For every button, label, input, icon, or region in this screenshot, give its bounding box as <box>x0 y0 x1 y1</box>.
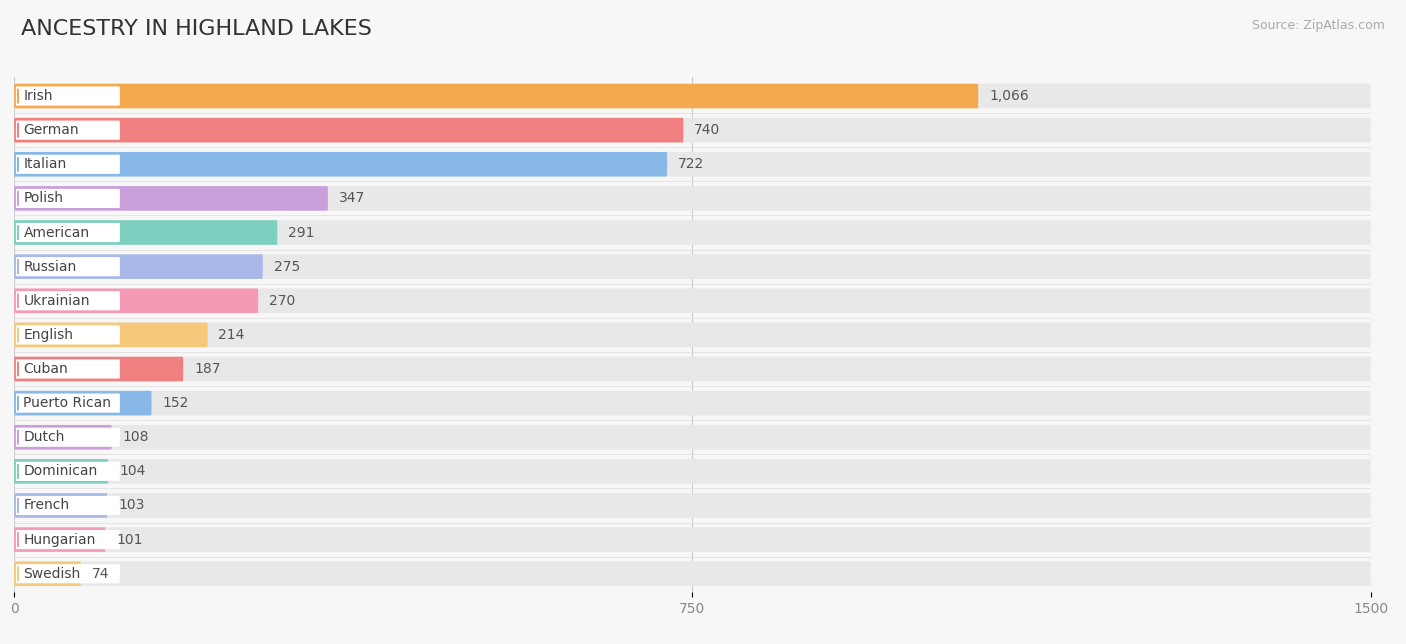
Text: 108: 108 <box>122 430 149 444</box>
Text: 187: 187 <box>194 362 221 376</box>
Text: Italian: Italian <box>24 157 66 171</box>
FancyBboxPatch shape <box>14 493 107 518</box>
Text: 291: 291 <box>288 225 315 240</box>
FancyBboxPatch shape <box>14 186 1371 211</box>
Text: Irish: Irish <box>24 89 53 103</box>
FancyBboxPatch shape <box>14 254 1371 279</box>
FancyBboxPatch shape <box>15 86 120 106</box>
FancyBboxPatch shape <box>14 391 1371 415</box>
FancyBboxPatch shape <box>15 428 120 447</box>
FancyBboxPatch shape <box>14 186 328 211</box>
Text: English: English <box>24 328 73 342</box>
Text: Polish: Polish <box>24 191 63 205</box>
FancyBboxPatch shape <box>14 527 105 552</box>
FancyBboxPatch shape <box>14 493 1371 518</box>
FancyBboxPatch shape <box>15 393 120 413</box>
FancyBboxPatch shape <box>15 223 120 242</box>
FancyBboxPatch shape <box>14 152 666 176</box>
FancyBboxPatch shape <box>14 323 208 347</box>
FancyBboxPatch shape <box>14 84 979 108</box>
Text: German: German <box>24 123 79 137</box>
FancyBboxPatch shape <box>15 462 120 481</box>
Text: French: French <box>24 498 70 513</box>
FancyBboxPatch shape <box>14 254 263 279</box>
FancyBboxPatch shape <box>15 496 120 515</box>
FancyBboxPatch shape <box>14 391 152 415</box>
Text: 270: 270 <box>269 294 295 308</box>
FancyBboxPatch shape <box>15 120 120 140</box>
Text: 722: 722 <box>678 157 704 171</box>
FancyBboxPatch shape <box>14 118 1371 142</box>
FancyBboxPatch shape <box>14 118 683 142</box>
Text: 104: 104 <box>120 464 145 478</box>
Text: Ukrainian: Ukrainian <box>24 294 90 308</box>
Text: Swedish: Swedish <box>24 567 80 581</box>
FancyBboxPatch shape <box>14 357 1371 381</box>
FancyBboxPatch shape <box>14 459 108 484</box>
Text: 74: 74 <box>91 567 110 581</box>
Text: Russian: Russian <box>24 260 77 274</box>
FancyBboxPatch shape <box>15 257 120 276</box>
Text: ANCESTRY IN HIGHLAND LAKES: ANCESTRY IN HIGHLAND LAKES <box>21 19 373 39</box>
FancyBboxPatch shape <box>15 564 120 583</box>
Text: 740: 740 <box>695 123 720 137</box>
FancyBboxPatch shape <box>15 530 120 549</box>
Text: Dominican: Dominican <box>24 464 98 478</box>
FancyBboxPatch shape <box>14 425 1371 450</box>
FancyBboxPatch shape <box>15 155 120 174</box>
Text: Puerto Rican: Puerto Rican <box>24 396 111 410</box>
Text: 152: 152 <box>163 396 188 410</box>
FancyBboxPatch shape <box>14 425 111 450</box>
Text: 103: 103 <box>118 498 145 513</box>
FancyBboxPatch shape <box>14 220 277 245</box>
FancyBboxPatch shape <box>15 359 120 379</box>
Text: 1,066: 1,066 <box>990 89 1029 103</box>
Text: 101: 101 <box>117 533 143 547</box>
FancyBboxPatch shape <box>15 325 120 345</box>
FancyBboxPatch shape <box>14 562 1371 586</box>
FancyBboxPatch shape <box>14 527 1371 552</box>
Text: 214: 214 <box>218 328 245 342</box>
FancyBboxPatch shape <box>14 84 1371 108</box>
FancyBboxPatch shape <box>14 289 1371 313</box>
Text: 275: 275 <box>274 260 299 274</box>
FancyBboxPatch shape <box>14 357 183 381</box>
FancyBboxPatch shape <box>14 562 82 586</box>
FancyBboxPatch shape <box>15 291 120 310</box>
FancyBboxPatch shape <box>15 189 120 208</box>
FancyBboxPatch shape <box>14 289 259 313</box>
FancyBboxPatch shape <box>14 220 1371 245</box>
FancyBboxPatch shape <box>14 152 1371 176</box>
Text: Source: ZipAtlas.com: Source: ZipAtlas.com <box>1251 19 1385 32</box>
Text: 347: 347 <box>339 191 366 205</box>
Text: Cuban: Cuban <box>24 362 69 376</box>
Text: American: American <box>24 225 90 240</box>
FancyBboxPatch shape <box>14 459 1371 484</box>
FancyBboxPatch shape <box>14 323 1371 347</box>
Text: Hungarian: Hungarian <box>24 533 96 547</box>
Text: Dutch: Dutch <box>24 430 65 444</box>
